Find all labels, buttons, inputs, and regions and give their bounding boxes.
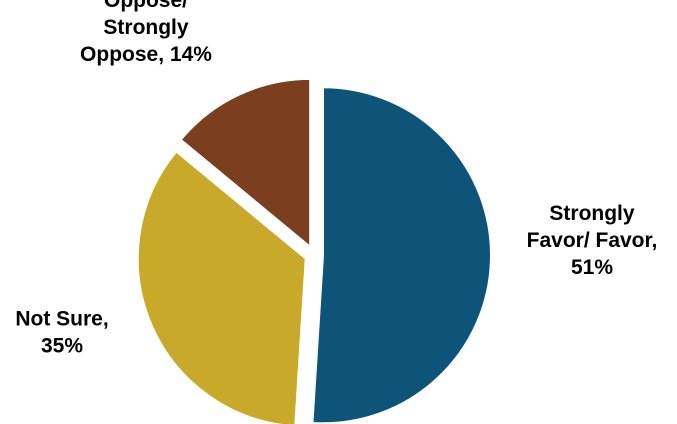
slice-label-line: Oppose/ [104, 0, 188, 12]
slice-labels: Strongly Favor/ Favor, 51% Not Sure, 35% Oppo… [15, 0, 657, 358]
slice-label-line: Strongly [103, 16, 188, 39]
pie-slices [136, 77, 492, 424]
slice-label-line: 51% [571, 256, 613, 279]
slice-label-line: 35% [41, 335, 83, 358]
slice-label-2: Oppose/Strongly Oppose, 14% [80, 0, 212, 66]
slice-label-1: Not Sure, 35% [15, 308, 108, 358]
slice-label-0: Strongly Favor/ Favor, 51% [527, 202, 658, 279]
slice-label-line: Strongly [549, 202, 634, 225]
pie-slice-0 [311, 86, 492, 424]
slice-label-line: Favor/ Favor, [527, 229, 658, 252]
slice-label-line: Not Sure, [15, 308, 108, 331]
slice-label-line: Oppose, 14% [80, 43, 212, 66]
pie-slice-1 [136, 150, 307, 424]
pie-slice-2 [179, 77, 312, 249]
